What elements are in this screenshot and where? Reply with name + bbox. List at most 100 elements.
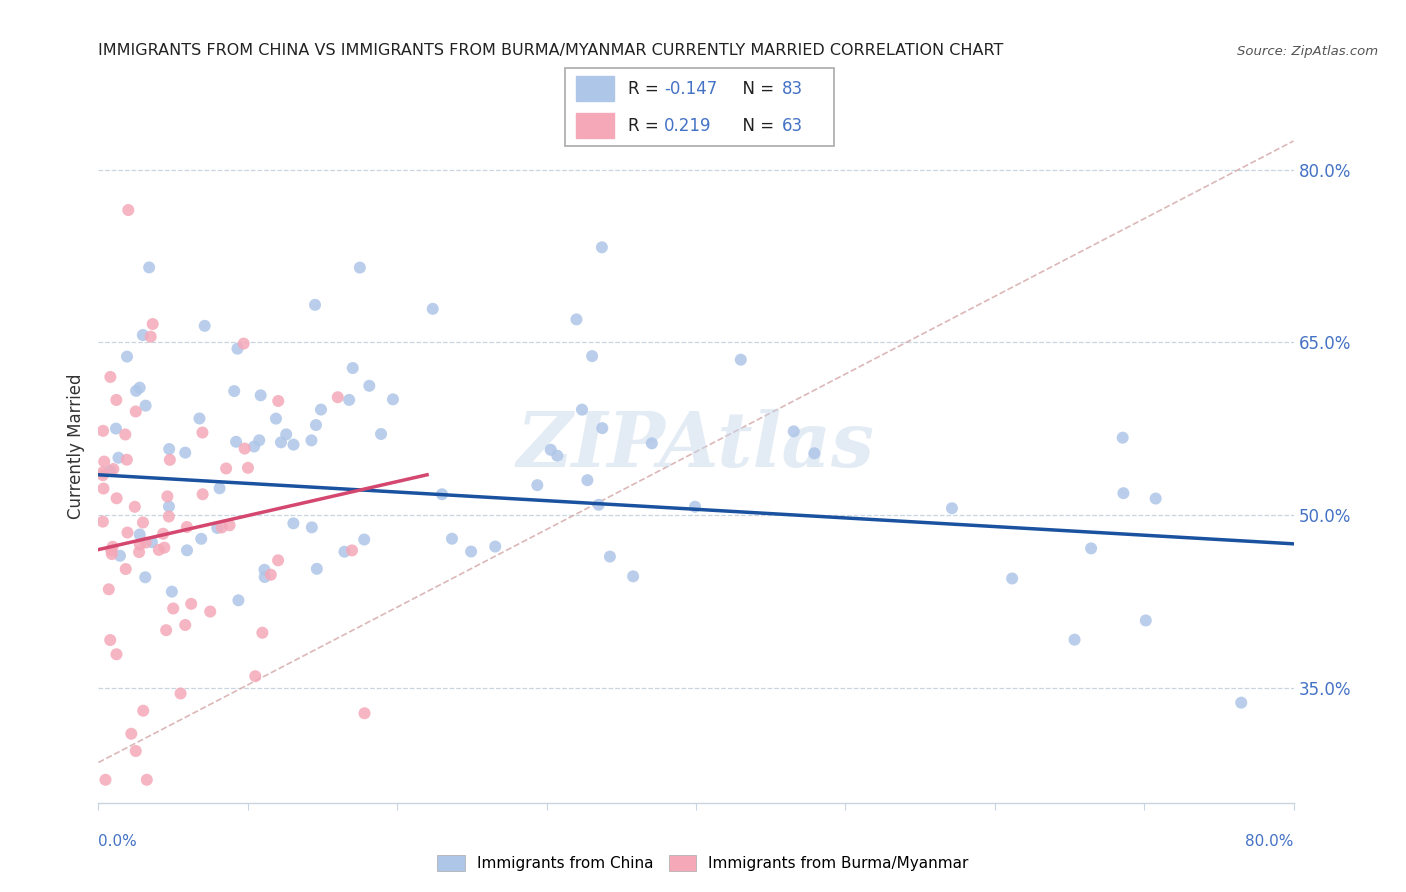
Point (155, 623, 177, 637)
Point (1230, 696, 1253, 710)
Point (98, 633, 121, 648)
Point (224, 384, 246, 398)
Point (103, 462, 125, 476)
Point (1001, 572, 1024, 586)
Point (108, 549, 131, 563)
Point (301, 434, 323, 448)
Point (941, 501, 963, 516)
Point (460, 544, 482, 558)
Point (233, 442, 256, 456)
Point (359, 379, 381, 393)
Point (135, 772, 157, 787)
Point (304, 298, 326, 312)
Point (305, 418, 328, 433)
Point (148, 543, 170, 558)
Point (621, 569, 644, 583)
Point (730, 352, 752, 367)
Point (207, 521, 229, 535)
Point (576, 473, 599, 487)
Point (125, 744, 148, 758)
Point (309, 402, 332, 417)
Point (153, 541, 176, 555)
Point (115, 350, 138, 364)
Point (141, 535, 163, 549)
Point (226, 342, 249, 356)
Point (191, 487, 214, 501)
Point (267, 553, 290, 567)
Point (683, 500, 706, 514)
Point (283, 437, 305, 451)
Point (1080, 541, 1102, 556)
Point (540, 442, 562, 457)
Point (157, 442, 180, 456)
FancyBboxPatch shape (565, 68, 834, 146)
Point (93, 454, 115, 468)
Text: N =: N = (733, 79, 780, 97)
Point (188, 411, 211, 425)
Point (581, 349, 603, 363)
Point (276, 427, 298, 442)
Point (381, 392, 404, 407)
Point (232, 336, 254, 351)
Point (117, 202, 139, 217)
Point (260, 567, 283, 582)
Point (191, 425, 214, 440)
Point (565, 312, 588, 326)
Point (247, 434, 270, 448)
Point (301, 520, 323, 534)
Point (93, 482, 115, 496)
Point (440, 532, 463, 546)
Point (208, 481, 231, 495)
Point (115, 452, 138, 467)
Point (1144, 491, 1167, 506)
Point (91, 465, 114, 479)
Point (101, 540, 124, 554)
Point (270, 435, 292, 450)
Point (157, 500, 180, 514)
Point (599, 549, 621, 564)
Legend: Immigrants from China, Immigrants from Burma/Myanmar: Immigrants from China, Immigrants from B… (433, 850, 973, 875)
Point (91, 424, 114, 438)
Point (114, 562, 136, 576)
Point (571, 402, 593, 417)
Point (91, 515, 114, 529)
Point (1111, 431, 1133, 445)
Point (370, 427, 392, 442)
Point (174, 618, 197, 632)
Point (245, 669, 267, 683)
Point (125, 384, 148, 398)
Text: Source: ZipAtlas.com: Source: ZipAtlas.com (1237, 45, 1378, 58)
Point (218, 518, 240, 533)
Point (1135, 614, 1157, 628)
Point (253, 570, 276, 584)
Y-axis label: Currently Married: Currently Married (67, 373, 86, 519)
Point (305, 562, 328, 576)
Point (267, 394, 290, 409)
Point (152, 526, 174, 541)
Point (91, 468, 114, 483)
Point (591, 421, 613, 435)
Point (117, 525, 139, 540)
Point (264, 411, 287, 425)
Point (97, 582, 120, 597)
Point (349, 260, 371, 275)
Point (105, 392, 128, 407)
Point (100, 370, 122, 384)
Point (211, 520, 233, 534)
Point (101, 547, 124, 561)
Point (139, 329, 162, 343)
Point (249, 388, 271, 402)
Point (353, 706, 375, 721)
Point (1063, 632, 1085, 647)
Point (132, 704, 155, 718)
Point (174, 445, 197, 459)
Text: R =: R = (628, 117, 669, 135)
Point (1112, 486, 1135, 500)
Point (135, 535, 157, 549)
Point (160, 584, 183, 599)
Point (107, 450, 129, 465)
Point (142, 317, 165, 331)
Point (526, 478, 548, 492)
Point (162, 601, 184, 615)
Point (157, 509, 180, 524)
